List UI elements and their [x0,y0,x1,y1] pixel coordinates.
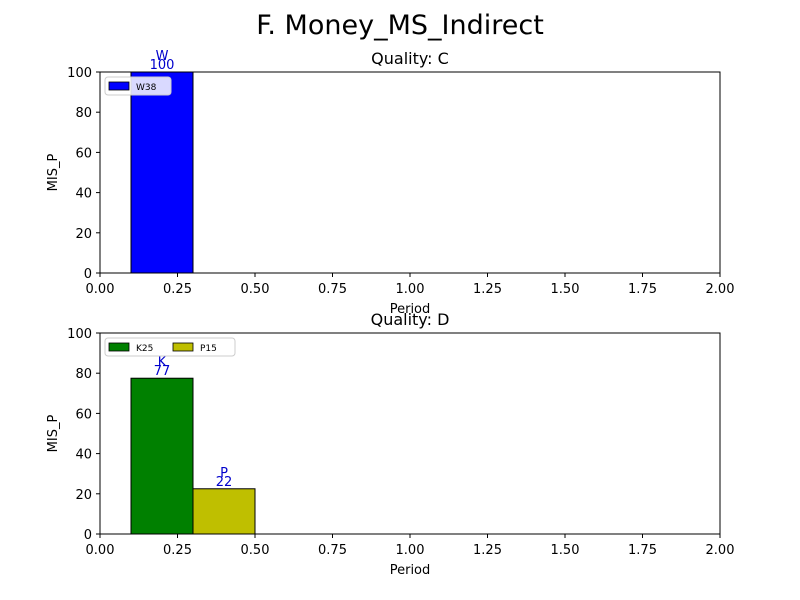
legend-swatch-p15 [172,342,194,352]
x-axis-label: Period [390,302,431,317]
legend-label: K25 [136,344,153,354]
y-tick-label: 100 [67,327,92,342]
bar-value-label: 77 [154,364,171,379]
legend-swatch-w38 [108,81,130,91]
y-tick-label: 20 [75,227,92,242]
bar-w38 [130,71,194,274]
y-tick-label: 60 [75,407,92,422]
x-tick-label: 0.00 [86,543,115,558]
y-tick-label: 100 [67,66,92,81]
legend: W38 [104,76,172,96]
x-tick-label: 1.50 [551,282,580,297]
y-tick-label: 0 [84,267,92,282]
bar-value-label: 22 [216,475,233,490]
x-tick-label: 0.75 [318,543,347,558]
x-tick-label: 0.50 [241,282,270,297]
bar-letter-label: P [220,466,228,481]
x-tick-label: 0.50 [241,543,270,558]
legend-label: P15 [200,344,217,354]
x-tick-label: 0.25 [163,543,192,558]
x-tick-label: 1.00 [396,543,425,558]
x-tick-label: 2.00 [706,282,735,297]
x-tick-label: 0.00 [86,282,115,297]
x-tick-label: 1.25 [473,282,502,297]
y-axis-label: MIS_P [46,154,61,192]
x-tick-label: 1.50 [551,543,580,558]
legend-box [104,76,172,96]
x-tick-label: 1.75 [628,543,657,558]
y-tick-label: 80 [75,106,92,121]
bar-k25 [130,377,194,535]
bar-letter-label: K [158,355,167,370]
y-tick-label: 0 [84,528,92,543]
bar-letter-label: W [156,49,169,64]
x-tick-label: 1.75 [628,282,657,297]
y-tick-label: 20 [75,488,92,503]
figure-title: F. Money_MS_Indirect [256,10,544,41]
legend-box [104,337,236,357]
chart-title: Quality: D [371,310,450,329]
x-tick-label: 0.75 [318,282,347,297]
y-axis-label: MIS_P [46,415,61,453]
x-tick-label: 0.25 [163,282,192,297]
x-tick-label: 2.00 [706,543,735,558]
chart-panel-2: K77 P22 0.00 0.25 0.50 0.75 1.00 1.25 1.50 1.75 2.… [46,310,734,578]
x-tick-label: 1.25 [473,543,502,558]
legend: K25 P15 [104,337,236,357]
legend-label: W38 [136,83,157,93]
y-tick-label: 80 [75,367,92,382]
x-axis-label: Period [390,563,431,578]
y-tick-label: 40 [75,448,92,463]
chart-title: Quality: C [371,49,449,68]
y-tick-label: 60 [75,146,92,161]
x-tick-label: 1.00 [396,282,425,297]
bar-value-label: 100 [150,58,175,73]
y-tick-label: 40 [75,187,92,202]
bar-p15 [192,488,256,535]
legend-swatch-k25 [108,342,130,352]
